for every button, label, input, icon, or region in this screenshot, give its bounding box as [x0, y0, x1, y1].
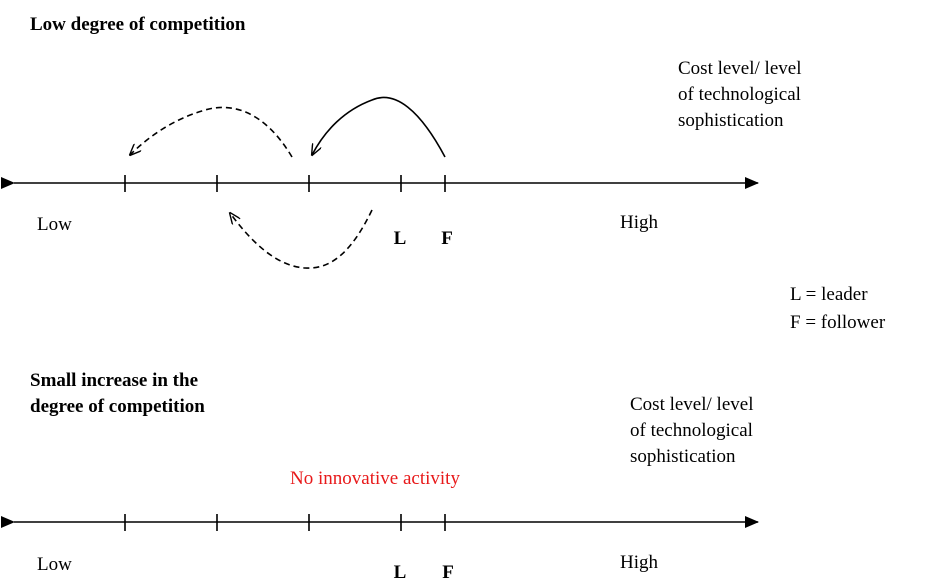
axis-note: of technological	[630, 420, 753, 441]
note: No innovative activity	[290, 468, 460, 489]
legend-item: L = leader	[790, 284, 868, 305]
legend-item: F = follower	[790, 312, 886, 333]
axis-note: of technological	[678, 84, 801, 105]
high-label: High	[620, 212, 659, 233]
ticks	[124, 175, 446, 192]
follower-label: F	[441, 228, 453, 249]
ticks	[124, 514, 446, 531]
axis-note: Cost level/ level	[678, 58, 801, 79]
axis-note: Cost level/ level	[630, 394, 753, 415]
title: degree of competition	[30, 396, 205, 417]
imitation-arrow	[130, 106, 293, 158]
bottom-panel: Small increase in the degree of competit…	[1, 370, 759, 581]
imitation-arrow	[230, 209, 373, 269]
leader-label: L	[394, 228, 407, 249]
title: Small increase in the	[30, 370, 198, 391]
leap-arrow	[312, 96, 446, 157]
low-label: Low	[37, 214, 72, 235]
axis-note: sophistication	[630, 446, 736, 467]
axis-note: sophistication	[678, 110, 784, 131]
low-label: Low	[37, 554, 72, 575]
title: Low degree of competition	[30, 14, 246, 35]
follower-label: F	[442, 562, 454, 581]
high-label: High	[620, 552, 659, 573]
top-panel: Low degree of competition Cost level/ le…	[1, 14, 801, 269]
leader-label: L	[394, 562, 407, 581]
